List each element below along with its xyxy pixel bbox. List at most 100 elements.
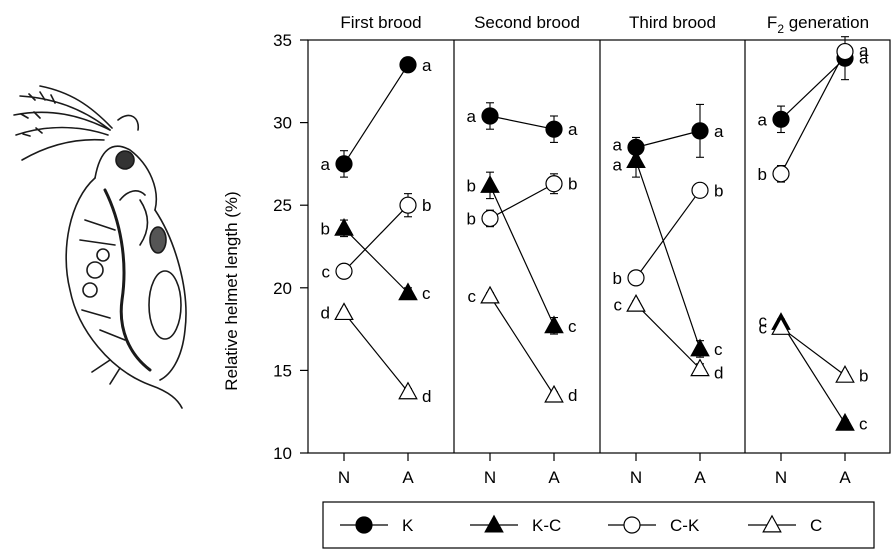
significance-letter: c (614, 295, 623, 314)
series-line-c-k (343, 204, 409, 272)
marker-c (690, 358, 710, 377)
series-line-k (780, 57, 846, 120)
significance-letter: c (714, 340, 723, 359)
panel-title: Second brood (474, 13, 580, 32)
significance-letter: b (859, 366, 868, 385)
significance-letter: c (759, 311, 768, 330)
series-line-k-c (343, 227, 409, 294)
marker-k-c (398, 282, 418, 301)
marker-c (398, 381, 418, 400)
marker-c-k (399, 196, 417, 214)
x-tick-label: A (548, 468, 560, 487)
daphnia-illustration (13, 85, 187, 409)
x-tick-label: A (402, 468, 414, 487)
marker-c (480, 285, 500, 304)
plot-frame (307, 39, 891, 454)
significance-letter: a (758, 110, 768, 129)
significance-letter: b (568, 175, 577, 194)
marker-k (772, 110, 790, 128)
y-tick-label: 10 (273, 444, 292, 463)
marker-k-c (484, 514, 504, 533)
marker-c-k (836, 42, 854, 61)
series-line-c-k (635, 189, 701, 279)
x-tick-label: A (839, 468, 851, 487)
series-line-k-c (489, 185, 555, 327)
series-line-k-c (780, 322, 846, 424)
significance-letter: d (714, 364, 723, 383)
significance-letter: d (568, 386, 577, 405)
marker-c-k (772, 165, 790, 183)
marker-k (545, 120, 563, 138)
series-line-c (780, 326, 846, 376)
legend-label: C (810, 516, 822, 535)
series-line-k (635, 130, 701, 148)
significance-letter: a (859, 49, 869, 68)
significance-letter: b (321, 219, 330, 238)
y-tick-label: 20 (273, 279, 292, 298)
marker-c (771, 317, 791, 335)
marker-k (691, 122, 709, 140)
y-axis-label: Relative helmet length (%) (222, 191, 241, 390)
panel-title: Third brood (629, 13, 716, 32)
marker-k-c (544, 315, 564, 334)
marker-k-c (835, 412, 855, 431)
marker-c-k (545, 175, 563, 193)
series-line-k (343, 64, 409, 165)
marker-c-k (627, 269, 645, 287)
significance-letter: a (613, 156, 623, 175)
series-line-c-k (780, 51, 846, 175)
y-tick-label: 35 (273, 31, 292, 50)
significance-letter: a (714, 122, 724, 141)
legend-label: K (402, 516, 414, 535)
legend-label: C-K (670, 516, 700, 535)
marker-k (355, 516, 373, 534)
significance-letter: a (321, 155, 331, 174)
significance-letter: a (568, 120, 578, 139)
x-tick-label: N (338, 468, 350, 487)
panel-title: F2 generation (767, 13, 869, 36)
marker-c-k (623, 516, 641, 534)
series-line-c (489, 295, 555, 396)
marker-c-k (335, 262, 353, 280)
y-tick-label: 25 (273, 196, 292, 215)
panel-title: First brood (340, 13, 421, 32)
significance-letter: a (613, 135, 623, 154)
significance-letter: b (467, 209, 476, 228)
significance-letter: c (859, 414, 868, 433)
marker-c-k (481, 209, 499, 228)
marker-c (835, 364, 855, 383)
significance-letter: a (467, 107, 477, 126)
significance-letter: d (321, 304, 330, 323)
significance-letter: b (714, 181, 723, 200)
x-tick-label: N (775, 468, 787, 487)
significance-letter: b (758, 165, 767, 184)
significance-letter: b (467, 176, 476, 195)
significance-letter: b (422, 196, 431, 215)
marker-k (481, 107, 499, 125)
x-tick-label: A (694, 468, 706, 487)
significance-letter: a (859, 41, 869, 60)
marker-k-c (690, 338, 710, 357)
significance-letter: c (759, 318, 768, 337)
marker-c (544, 384, 564, 403)
marker-k (399, 56, 417, 74)
significance-letter: b (613, 269, 622, 288)
x-tick-label: N (630, 468, 642, 487)
significance-letter: c (322, 262, 331, 281)
marker-k-c (480, 175, 500, 193)
legend-label: K-C (532, 516, 561, 535)
marker-c (626, 293, 646, 312)
marker-k-c (626, 150, 646, 169)
significance-letter: d (422, 387, 431, 406)
marker-c (334, 302, 354, 321)
significance-letter: c (468, 287, 477, 306)
series-line-c-k (489, 183, 555, 219)
marker-c-k (691, 181, 709, 199)
y-tick-label: 30 (273, 114, 292, 133)
significance-letter: c (568, 317, 577, 336)
series-line-c (343, 312, 409, 393)
marker-k (335, 155, 353, 173)
x-tick-label: N (484, 468, 496, 487)
significance-letter: a (422, 56, 432, 75)
